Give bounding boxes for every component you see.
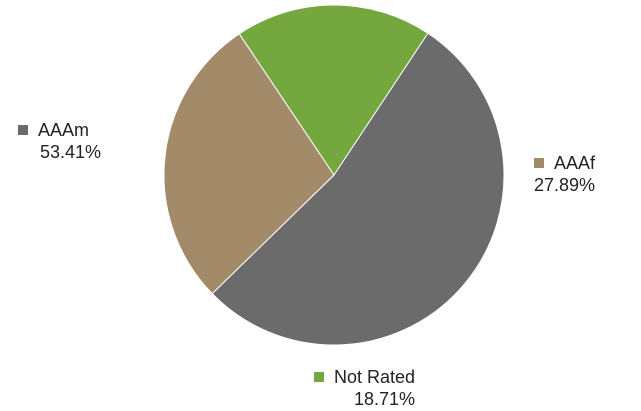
slice-label-aaaf: AAAf 27.89%: [534, 152, 595, 196]
slice-label-aaam: AAAm 53.41%: [18, 119, 101, 163]
slice-aaam: [211, 32, 505, 346]
slice-value-not-rated: 18.71%: [353, 389, 416, 409]
slice-aaaf: [163, 33, 335, 295]
slice-name-aaaf: AAAf: [554, 153, 596, 173]
legend-swatch-aaam: [18, 125, 28, 135]
slice-name-not-rated: Not Rated: [334, 367, 416, 387]
slice-not-rated: [238, 4, 429, 176]
slice-value-aaaf: 27.89%: [534, 175, 596, 195]
legend-swatch-aaaf: [534, 158, 544, 168]
slice-value-aaam: 53.41%: [40, 142, 102, 162]
slice-name-aaam: AAAm: [38, 120, 90, 140]
legend-swatch-not-rated: [314, 372, 324, 382]
slice-label-not-rated: Not Rated 18.71%: [314, 366, 415, 410]
